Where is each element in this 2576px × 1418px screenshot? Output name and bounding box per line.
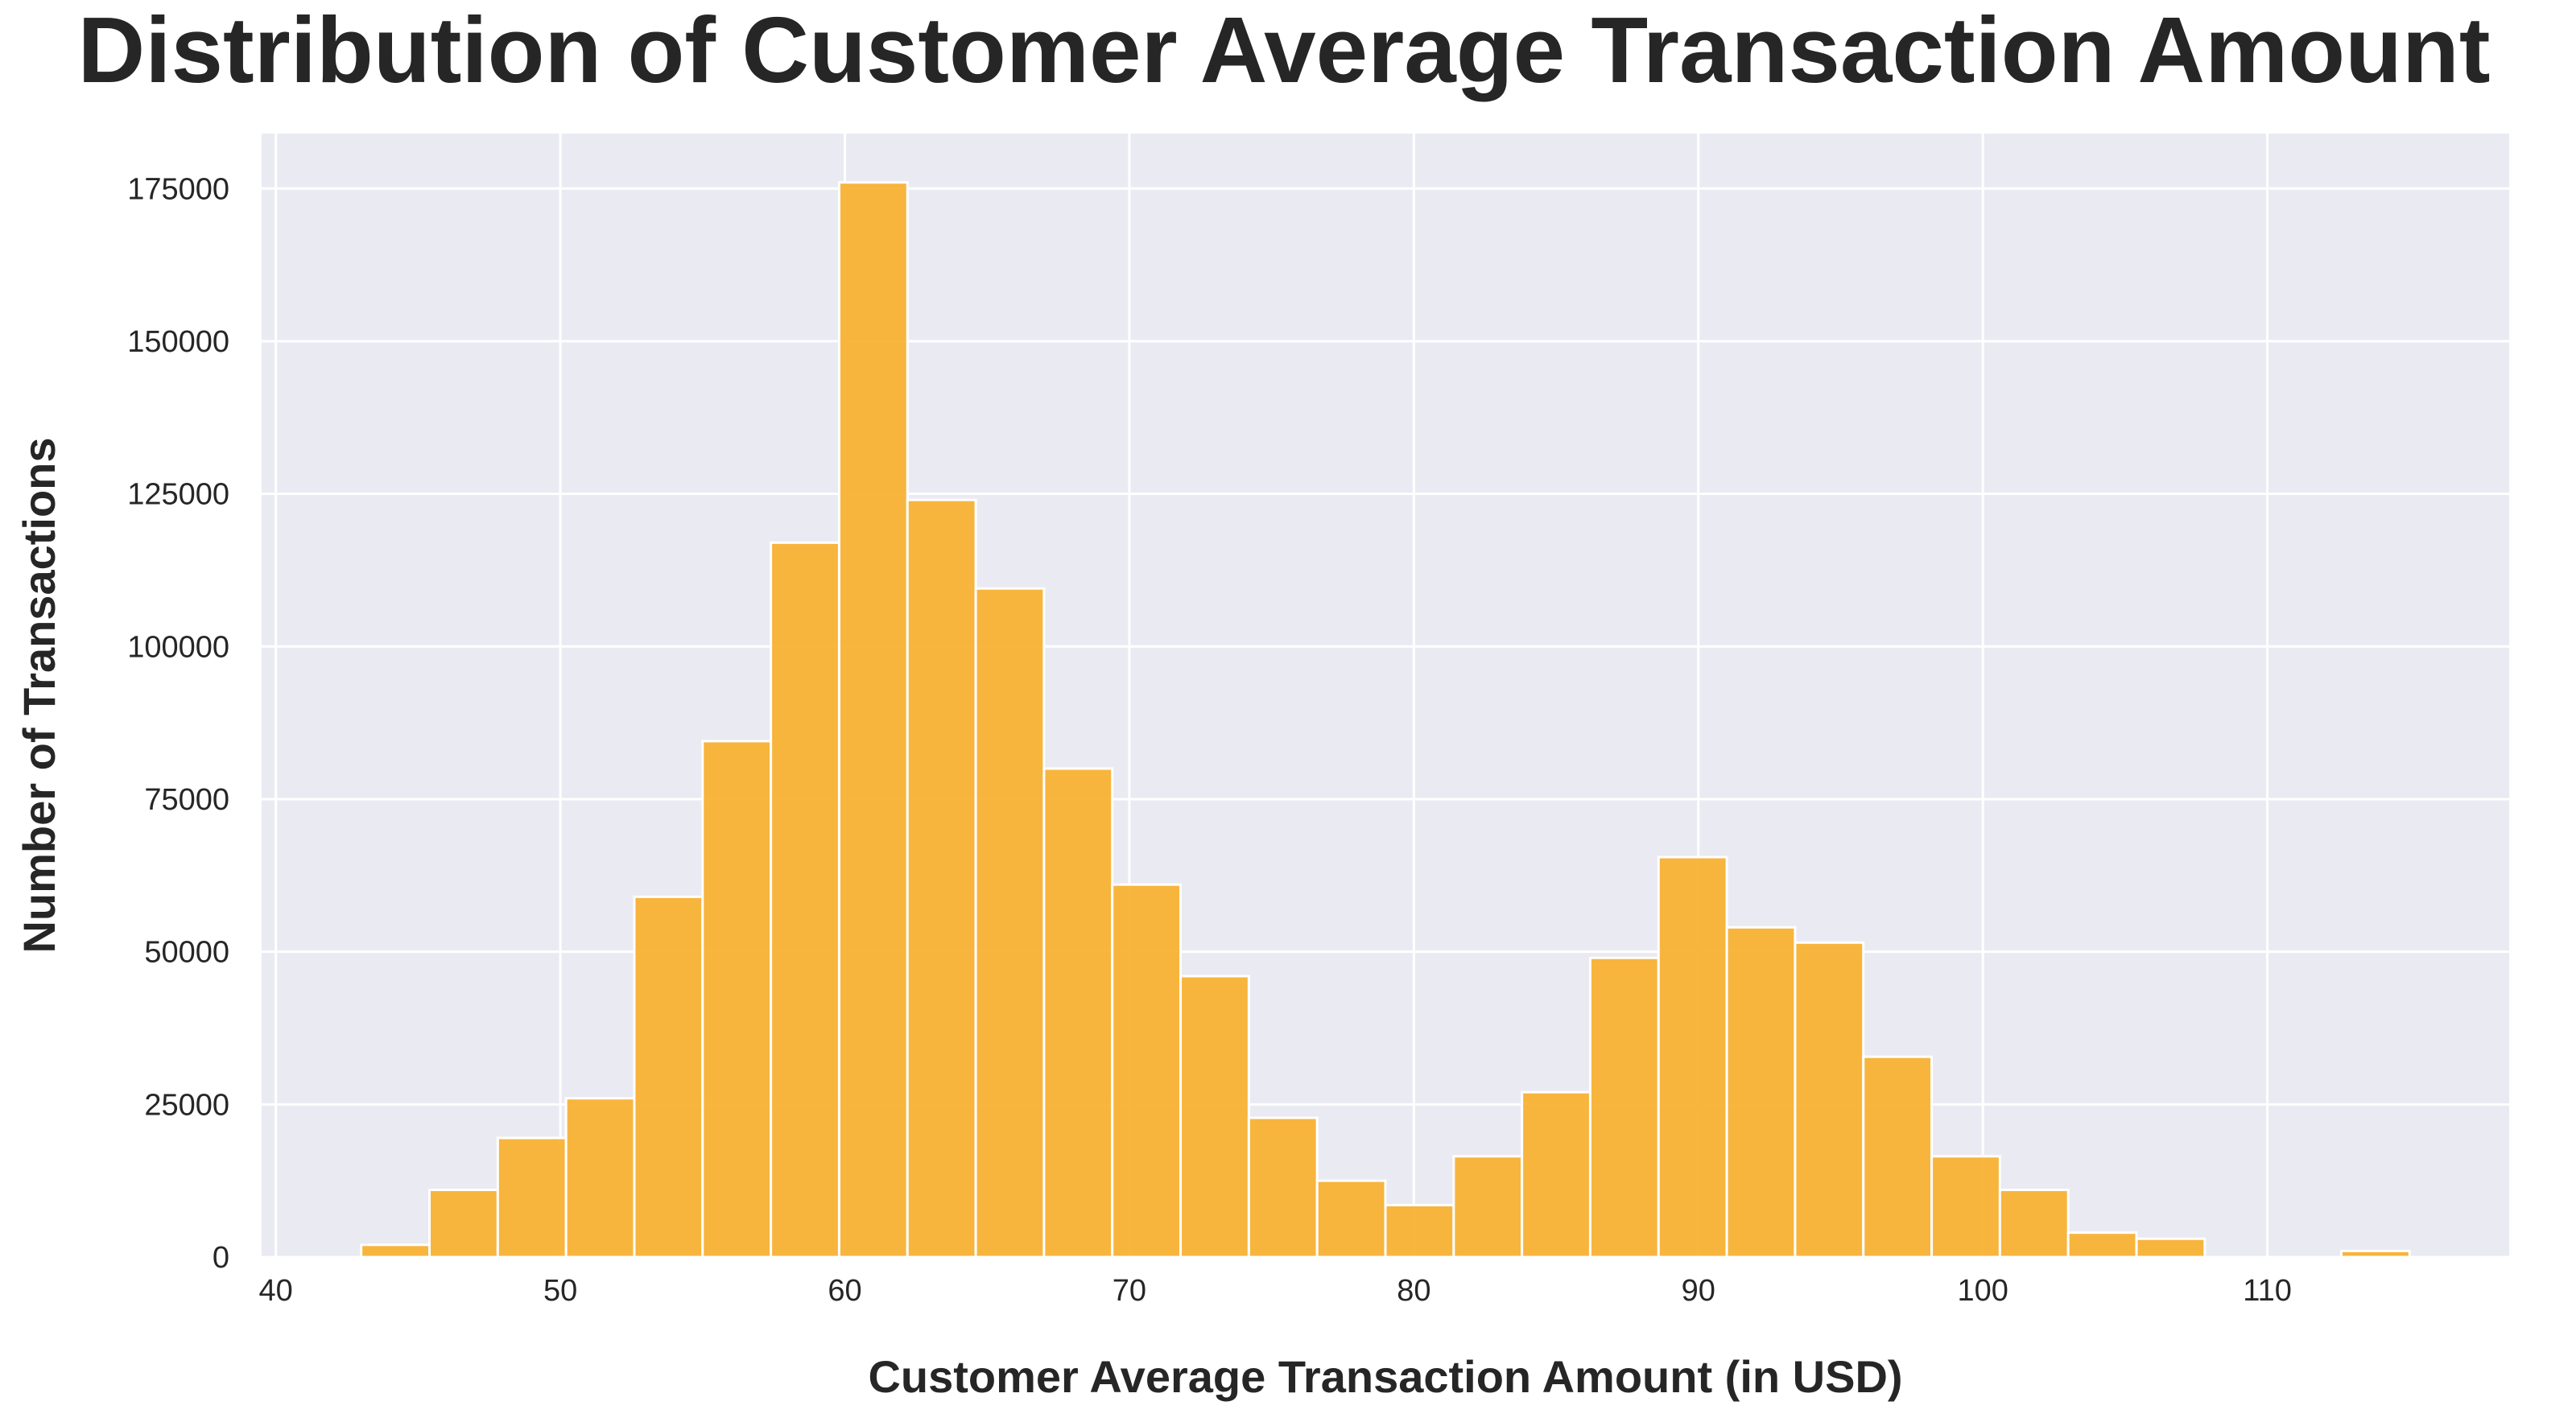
histogram-bar: [1588, 956, 1660, 1259]
y-axis-ticks: 0 25000 50000 75000 100000 125000 150000 175000: [127, 172, 229, 1275]
plot-area: [262, 134, 2509, 1257]
histogram-bar: [496, 1136, 568, 1259]
x-tick-label: 70: [1113, 1274, 1146, 1308]
histogram-bar: [564, 1097, 636, 1259]
x-tick-label: 80: [1397, 1274, 1430, 1308]
histogram-bar: [2135, 1237, 2207, 1259]
histogram-bar: [360, 1243, 431, 1259]
histogram-bar: [1794, 941, 1865, 1259]
y-tick-label: 50000: [144, 936, 229, 970]
x-tick-label: 50: [543, 1274, 577, 1308]
y-tick-label: 100000: [127, 630, 229, 664]
y-axis-label: Number of Transactions: [14, 437, 64, 953]
histogram-bar: [2066, 1231, 2138, 1259]
histogram-bar: [1111, 883, 1183, 1259]
histogram-bar: [1384, 1204, 1455, 1259]
chart-title: Distribution of Customer Average Transac…: [78, 0, 2491, 102]
histogram-bar: [1998, 1189, 2070, 1259]
histogram-bar: [974, 587, 1046, 1259]
histogram-bar: [1725, 925, 1797, 1259]
histogram-bar: [428, 1189, 499, 1259]
y-tick-label: 25000: [144, 1088, 229, 1122]
histogram-bar: [1657, 855, 1728, 1259]
histogram-bar: [837, 181, 909, 1259]
histogram-bar: [1315, 1179, 1387, 1259]
histogram-bar: [701, 740, 773, 1259]
x-tick-label: 90: [1682, 1274, 1715, 1308]
histogram-bar: [2339, 1249, 2411, 1259]
x-tick-label: 110: [2243, 1274, 2292, 1308]
x-tick-label: 100: [1957, 1274, 2008, 1308]
histogram-bar: [906, 498, 977, 1259]
histogram-bars: [360, 181, 2411, 1259]
x-axis-ticks: 40 50 60 70 80 90 100 110: [259, 1274, 2292, 1308]
histogram-bar: [1862, 1055, 1934, 1259]
histogram-bar: [770, 541, 840, 1259]
y-tick-label: 150000: [127, 325, 229, 359]
y-tick-label: 0: [213, 1241, 229, 1275]
x-axis-label: Customer Average Transaction Amount (in …: [868, 1351, 1902, 1402]
x-tick-label: 40: [259, 1274, 293, 1308]
y-tick-label: 75000: [144, 783, 229, 817]
histogram-bar: [633, 895, 704, 1259]
x-tick-label: 60: [828, 1274, 861, 1308]
histogram-bar: [1179, 975, 1250, 1259]
histogram-bar: [1930, 1155, 2001, 1259]
histogram-bar: [1042, 767, 1114, 1259]
histogram-bar: [1452, 1155, 1524, 1259]
histogram-bar: [1247, 1116, 1319, 1259]
histogram-bar: [1521, 1090, 1591, 1259]
y-tick-label: 125000: [127, 478, 229, 512]
y-tick-label: 175000: [127, 172, 229, 206]
